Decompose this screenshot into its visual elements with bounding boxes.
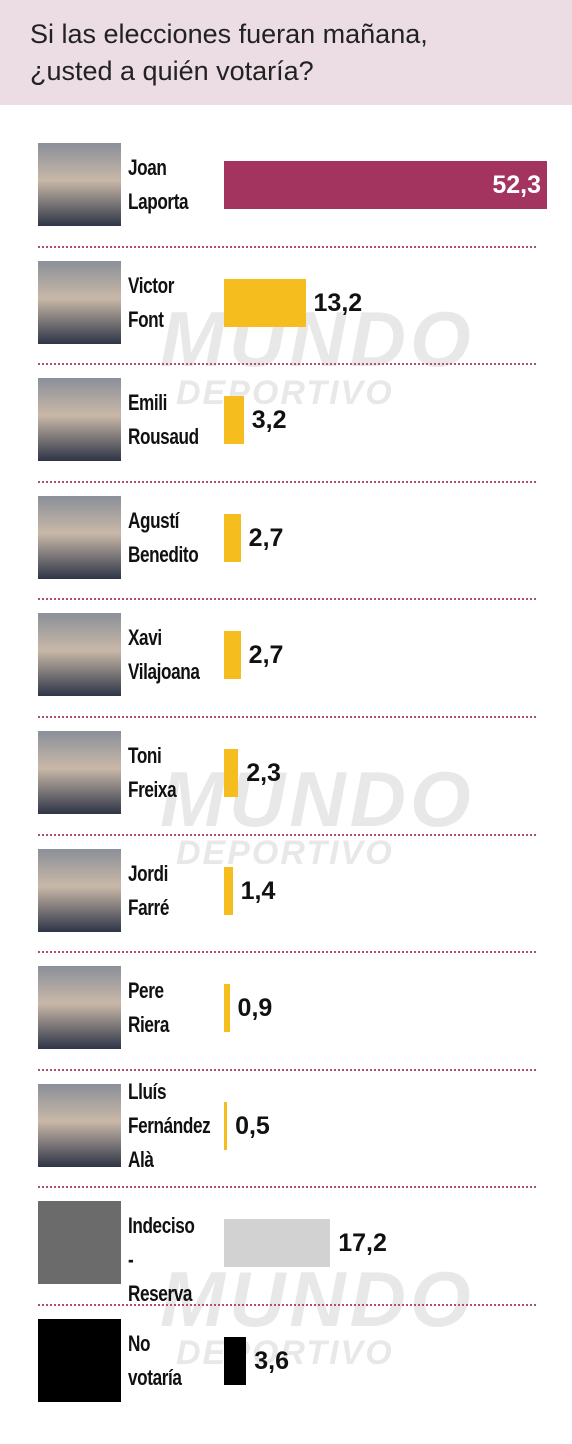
separator bbox=[38, 363, 536, 366]
chart-title: Si las elecciones fueran mañana, ¿usted … bbox=[30, 19, 428, 86]
category-label: Joan Laporta bbox=[128, 155, 189, 214]
value-label: 1,4 bbox=[240, 876, 276, 905]
separator bbox=[38, 245, 536, 248]
photo bbox=[38, 731, 121, 814]
category-label: Indeciso - Reserva bbox=[128, 1213, 195, 1307]
bar bbox=[224, 631, 241, 680]
bar bbox=[224, 749, 239, 797]
bar bbox=[224, 866, 233, 915]
value-label: 0,9 bbox=[237, 994, 273, 1023]
bar bbox=[224, 278, 306, 327]
separator bbox=[38, 716, 536, 718]
category-label: Jordi Farré bbox=[128, 860, 169, 920]
row: Xavi Vilajoana 2,7 bbox=[0, 598, 572, 716]
photo bbox=[38, 1083, 121, 1167]
row: Lluís Fernández Alà 0,5 bbox=[0, 1068, 572, 1187]
category-label: Pere Riera bbox=[128, 978, 169, 1038]
separator bbox=[38, 480, 536, 483]
bar bbox=[224, 396, 244, 445]
value-label: 13,2 bbox=[313, 288, 363, 317]
photo bbox=[38, 143, 121, 226]
separator bbox=[38, 598, 536, 601]
bar bbox=[224, 161, 547, 209]
row: Emili Rousaud 3,2 bbox=[0, 363, 572, 481]
photo bbox=[38, 1201, 121, 1285]
category-label: Victor Font bbox=[128, 272, 174, 332]
bar bbox=[224, 513, 241, 562]
category-label: No votaría bbox=[128, 1331, 182, 1390]
bar bbox=[224, 1219, 331, 1268]
value-label: 3,6 bbox=[254, 1347, 289, 1375]
category-label: Emili Rousaud bbox=[128, 390, 199, 450]
value-label: 17,2 bbox=[338, 1229, 387, 1258]
separator bbox=[38, 1068, 536, 1071]
value-label: 52,3 bbox=[492, 171, 541, 199]
value-label: 3,2 bbox=[251, 406, 287, 435]
photo bbox=[38, 260, 121, 344]
photo bbox=[38, 613, 121, 697]
category-label: Lluís Fernández Alà bbox=[128, 1078, 211, 1172]
photo bbox=[38, 1319, 121, 1402]
separator bbox=[38, 951, 536, 954]
row: Joan Laporta 52,3 bbox=[0, 128, 572, 246]
category-label: Xavi Vilajoana bbox=[128, 625, 200, 685]
row: Pere Riera 0,9 bbox=[0, 951, 572, 1069]
photo bbox=[38, 966, 121, 1050]
photo bbox=[38, 495, 121, 579]
bar bbox=[224, 1101, 228, 1150]
row: Indeciso - Reserva 17,2 bbox=[0, 1186, 572, 1306]
row: Victor Font 13,2 bbox=[0, 245, 572, 364]
category-label: Agustí Benedito bbox=[128, 507, 199, 567]
separator bbox=[38, 833, 536, 836]
photo bbox=[38, 848, 121, 932]
value-label: 2,7 bbox=[248, 641, 284, 670]
value-label: 2,3 bbox=[246, 759, 281, 787]
value-label: 0,5 bbox=[235, 1111, 270, 1140]
row: Jordi Farré 1,4 bbox=[0, 833, 572, 952]
header: Si las elecciones fueran mañana, ¿usted … bbox=[0, 0, 572, 105]
bar bbox=[224, 984, 230, 1033]
row: Toni Freixa 2,3 bbox=[0, 716, 572, 834]
row: No votaría 3,6 bbox=[0, 1304, 572, 1422]
category-label: Toni Freixa bbox=[128, 743, 177, 802]
value-label: 2,7 bbox=[248, 523, 284, 552]
bar bbox=[224, 1337, 247, 1385]
separator bbox=[38, 1186, 536, 1189]
separator bbox=[38, 1304, 536, 1306]
photo bbox=[38, 378, 121, 462]
row: Agustí Benedito 2,7 bbox=[0, 480, 572, 599]
